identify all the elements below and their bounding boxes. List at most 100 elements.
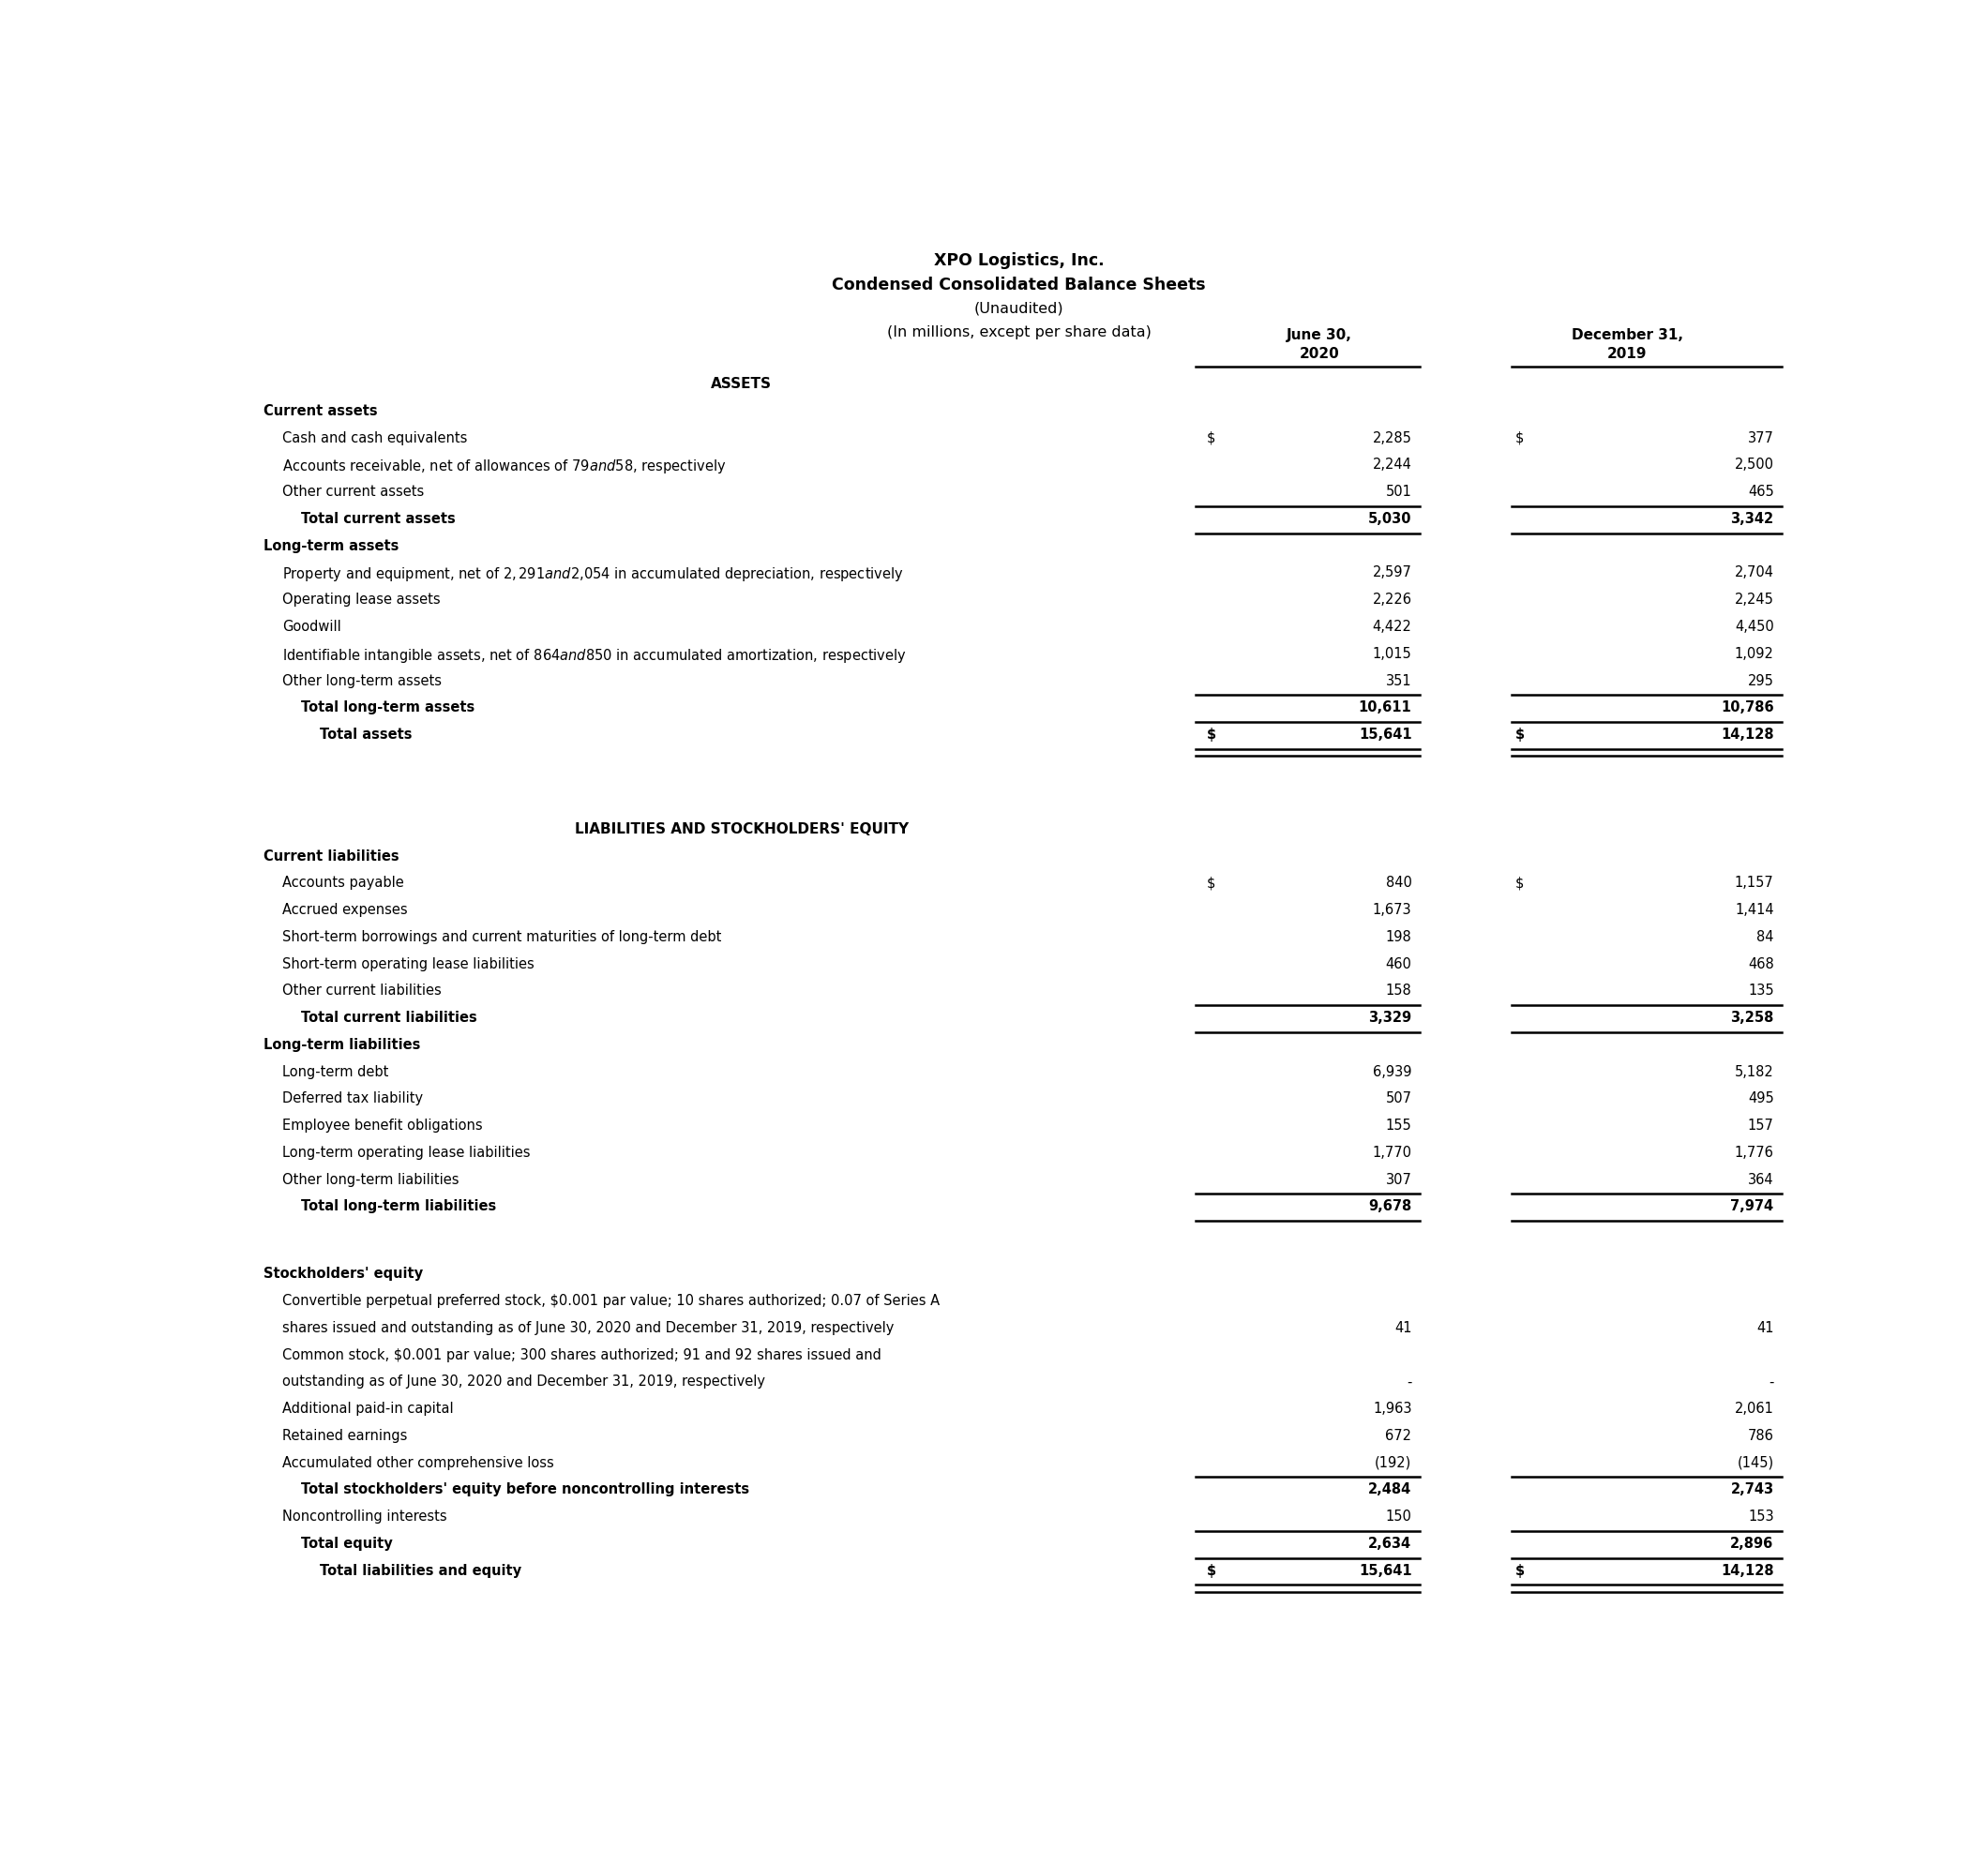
- Text: 41: 41: [1757, 1321, 1773, 1336]
- Text: $: $: [1207, 876, 1215, 891]
- Text: Other long-term liabilities: Other long-term liabilities: [282, 1172, 459, 1187]
- Text: Convertible perpetual preferred stock, $0.001 par value; 10 shares authorized; 0: Convertible perpetual preferred stock, $…: [282, 1295, 940, 1308]
- Text: 2,597: 2,597: [1372, 566, 1411, 579]
- Text: 2,285: 2,285: [1372, 430, 1411, 445]
- Text: 10,611: 10,611: [1358, 700, 1411, 715]
- Text: $: $: [1207, 430, 1215, 445]
- Text: (Unaudited): (Unaudited): [974, 302, 1064, 315]
- Text: 2,244: 2,244: [1372, 458, 1411, 471]
- Text: Accrued expenses: Accrued expenses: [282, 904, 408, 917]
- Text: Short-term borrowings and current maturities of long-term debt: Short-term borrowings and current maturi…: [282, 930, 722, 945]
- Text: Common stock, $0.001 par value; 300 shares authorized; 91 and 92 shares issued a: Common stock, $0.001 par value; 300 shar…: [282, 1349, 881, 1362]
- Text: 1,092: 1,092: [1734, 646, 1773, 661]
- Text: 198: 198: [1386, 930, 1411, 945]
- Text: 2,704: 2,704: [1734, 566, 1773, 579]
- Text: $: $: [1515, 728, 1525, 741]
- Text: 2,484: 2,484: [1368, 1483, 1411, 1496]
- Text: 501: 501: [1386, 484, 1411, 499]
- Text: 307: 307: [1386, 1172, 1411, 1187]
- Text: 3,342: 3,342: [1730, 512, 1773, 525]
- Text: 2,634: 2,634: [1368, 1537, 1411, 1550]
- Text: 15,641: 15,641: [1358, 1563, 1411, 1578]
- Text: Total liabilities and equity: Total liabilities and equity: [320, 1563, 521, 1578]
- Text: Accounts payable: Accounts payable: [282, 876, 404, 891]
- Text: 364: 364: [1747, 1172, 1773, 1187]
- Text: Retained earnings: Retained earnings: [282, 1429, 408, 1444]
- Text: 2,896: 2,896: [1730, 1537, 1773, 1550]
- Text: Additional paid-in capital: Additional paid-in capital: [282, 1401, 453, 1416]
- Text: Total current liabilities: Total current liabilities: [300, 1012, 477, 1025]
- Text: 135: 135: [1747, 984, 1773, 999]
- Text: 15,641: 15,641: [1358, 728, 1411, 741]
- Text: Total assets: Total assets: [320, 728, 412, 741]
- Text: 465: 465: [1747, 484, 1773, 499]
- Text: 351: 351: [1386, 674, 1411, 687]
- Text: Long-term liabilities: Long-term liabilities: [264, 1038, 421, 1053]
- Text: 1,414: 1,414: [1736, 904, 1773, 917]
- Text: Long-term operating lease liabilities: Long-term operating lease liabilities: [282, 1146, 531, 1161]
- Text: 7,974: 7,974: [1730, 1200, 1773, 1213]
- Text: (145): (145): [1738, 1455, 1773, 1470]
- Text: 2,500: 2,500: [1734, 458, 1773, 471]
- Text: shares issued and outstanding as of June 30, 2020 and December 31, 2019, respect: shares issued and outstanding as of June…: [282, 1321, 895, 1336]
- Text: Goodwill: Goodwill: [282, 620, 342, 633]
- Text: Noncontrolling interests: Noncontrolling interests: [282, 1509, 447, 1524]
- Text: June 30,: June 30,: [1286, 328, 1352, 343]
- Text: $: $: [1207, 728, 1217, 741]
- Text: Identifiable intangible assets, net of $864 and $850 in accumulated amortization: Identifiable intangible assets, net of $…: [282, 646, 907, 665]
- Text: 2,245: 2,245: [1734, 592, 1773, 607]
- Text: 153: 153: [1747, 1509, 1773, 1524]
- Text: Accounts receivable, net of allowances of $79 and $58, respectively: Accounts receivable, net of allowances o…: [282, 458, 726, 475]
- Text: 1,015: 1,015: [1372, 646, 1411, 661]
- Text: (In millions, except per share data): (In millions, except per share data): [887, 326, 1151, 339]
- Text: December 31,: December 31,: [1573, 328, 1684, 343]
- Text: ASSETS: ASSETS: [712, 376, 771, 391]
- Text: Stockholders' equity: Stockholders' equity: [264, 1267, 423, 1282]
- Text: 1,770: 1,770: [1372, 1146, 1411, 1161]
- Text: 507: 507: [1386, 1092, 1411, 1107]
- Text: Total long-term liabilities: Total long-term liabilities: [300, 1200, 497, 1213]
- Text: LIABILITIES AND STOCKHOLDERS' EQUITY: LIABILITIES AND STOCKHOLDERS' EQUITY: [575, 822, 909, 836]
- Text: 786: 786: [1747, 1429, 1773, 1444]
- Text: 840: 840: [1386, 876, 1411, 891]
- Text: Other current assets: Other current assets: [282, 484, 423, 499]
- Text: 460: 460: [1386, 958, 1411, 971]
- Text: 2020: 2020: [1300, 347, 1340, 361]
- Text: -: -: [1408, 1375, 1411, 1390]
- Text: Total stockholders' equity before noncontrolling interests: Total stockholders' equity before noncon…: [300, 1483, 749, 1496]
- Text: Deferred tax liability: Deferred tax liability: [282, 1092, 423, 1107]
- Text: 1,157: 1,157: [1736, 876, 1773, 891]
- Text: Total equity: Total equity: [300, 1537, 392, 1550]
- Text: 468: 468: [1747, 958, 1773, 971]
- Text: 2,226: 2,226: [1372, 592, 1411, 607]
- Text: 4,450: 4,450: [1736, 620, 1773, 633]
- Text: Employee benefit obligations: Employee benefit obligations: [282, 1118, 483, 1133]
- Text: Condensed Consolidated Balance Sheets: Condensed Consolidated Balance Sheets: [831, 276, 1207, 294]
- Text: 3,258: 3,258: [1730, 1012, 1773, 1025]
- Text: 14,128: 14,128: [1722, 728, 1773, 741]
- Text: 1,963: 1,963: [1374, 1401, 1411, 1416]
- Text: outstanding as of June 30, 2020 and December 31, 2019, respectively: outstanding as of June 30, 2020 and Dece…: [282, 1375, 765, 1390]
- Text: 5,030: 5,030: [1368, 512, 1411, 525]
- Text: 5,182: 5,182: [1736, 1066, 1773, 1079]
- Text: Accumulated other comprehensive loss: Accumulated other comprehensive loss: [282, 1455, 555, 1470]
- Text: 672: 672: [1386, 1429, 1411, 1444]
- Text: 377: 377: [1747, 430, 1773, 445]
- Text: 41: 41: [1394, 1321, 1411, 1336]
- Text: Operating lease assets: Operating lease assets: [282, 592, 441, 607]
- Text: Long-term debt: Long-term debt: [282, 1066, 390, 1079]
- Text: 9,678: 9,678: [1368, 1200, 1411, 1213]
- Text: (192): (192): [1376, 1455, 1411, 1470]
- Text: Other current liabilities: Other current liabilities: [282, 984, 441, 999]
- Text: $: $: [1207, 1563, 1217, 1578]
- Text: -: -: [1769, 1375, 1773, 1390]
- Text: 2019: 2019: [1608, 347, 1648, 361]
- Text: Short-term operating lease liabilities: Short-term operating lease liabilities: [282, 958, 535, 971]
- Text: 3,329: 3,329: [1368, 1012, 1411, 1025]
- Text: 4,422: 4,422: [1372, 620, 1411, 633]
- Text: 2,061: 2,061: [1734, 1401, 1773, 1416]
- Text: 157: 157: [1747, 1118, 1773, 1133]
- Text: 155: 155: [1386, 1118, 1411, 1133]
- Text: Current liabilities: Current liabilities: [264, 850, 400, 863]
- Text: $: $: [1515, 1563, 1525, 1578]
